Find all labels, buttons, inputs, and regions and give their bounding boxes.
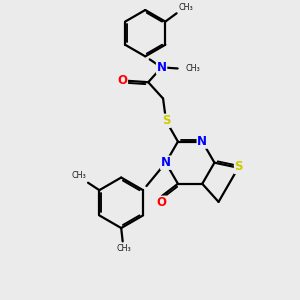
Text: O: O — [157, 196, 166, 209]
Text: N: N — [157, 61, 166, 74]
Text: S: S — [162, 114, 170, 127]
Text: CH₃: CH₃ — [178, 3, 193, 12]
Text: N: N — [197, 135, 207, 148]
Text: CH₃: CH₃ — [185, 64, 200, 73]
Text: S: S — [235, 160, 243, 173]
Text: O: O — [117, 74, 128, 87]
Text: N: N — [161, 156, 171, 169]
Text: CH₃: CH₃ — [72, 171, 87, 180]
Text: CH₃: CH₃ — [117, 244, 131, 253]
